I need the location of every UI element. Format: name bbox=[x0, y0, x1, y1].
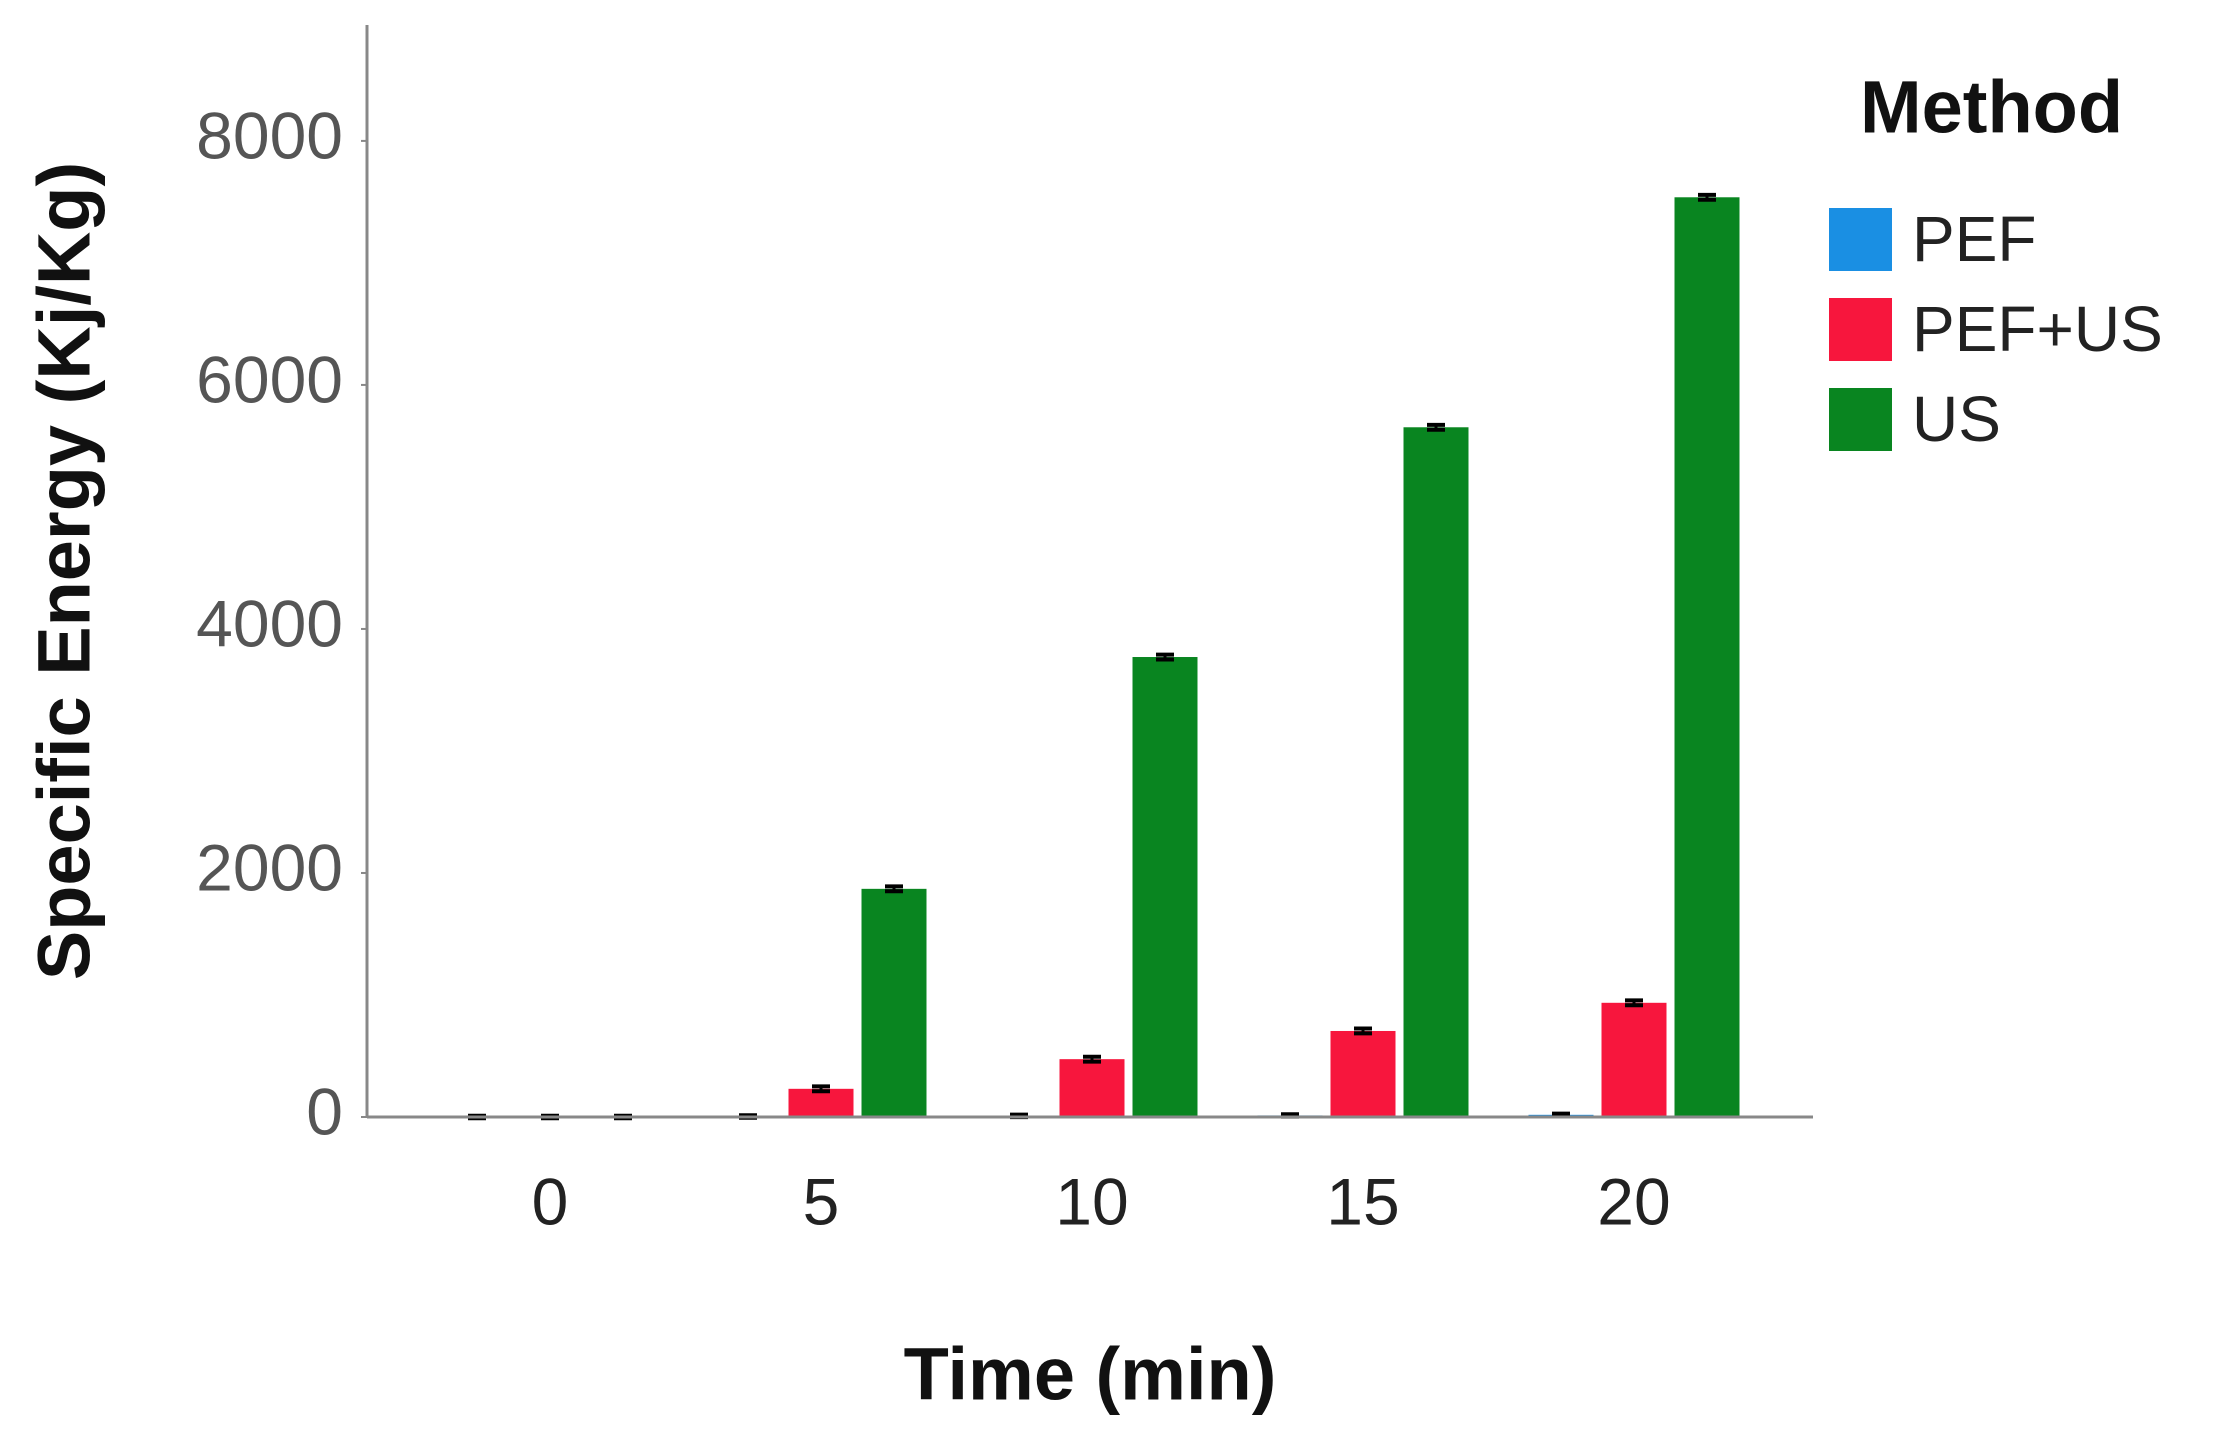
bar bbox=[1132, 657, 1198, 1117]
y-tick-label: 0 bbox=[306, 1074, 343, 1148]
y-tick-label: 8000 bbox=[196, 98, 343, 172]
x-tick-label: 0 bbox=[532, 1164, 569, 1238]
x-tick-label: 10 bbox=[1055, 1164, 1128, 1238]
bar bbox=[1674, 197, 1740, 1117]
x-tick-label: 20 bbox=[1597, 1164, 1670, 1238]
x-axis-title: Time (min) bbox=[904, 1333, 1277, 1416]
legend-swatch bbox=[1829, 388, 1892, 451]
legend-label: US bbox=[1912, 383, 2001, 455]
bar bbox=[1601, 1002, 1667, 1117]
bar bbox=[1403, 427, 1469, 1117]
y-axis-title: Specific Energy (Kj/Kg) bbox=[23, 162, 106, 980]
legend-label: PEF+US bbox=[1912, 293, 2163, 365]
y-tick-label: 6000 bbox=[196, 342, 343, 416]
legend-swatch bbox=[1829, 298, 1892, 361]
x-tick-label: 5 bbox=[803, 1164, 840, 1238]
y-tick-label: 2000 bbox=[196, 830, 343, 904]
bar bbox=[1330, 1030, 1396, 1117]
y-tick-label: 4000 bbox=[196, 586, 343, 660]
x-tick-label: 15 bbox=[1326, 1164, 1399, 1238]
bar bbox=[788, 1088, 854, 1117]
legend-swatch bbox=[1829, 208, 1892, 271]
bar bbox=[1059, 1059, 1125, 1117]
legend-label: PEF bbox=[1912, 203, 2036, 275]
legend-title: Method bbox=[1860, 66, 2123, 149]
bar bbox=[861, 888, 927, 1117]
